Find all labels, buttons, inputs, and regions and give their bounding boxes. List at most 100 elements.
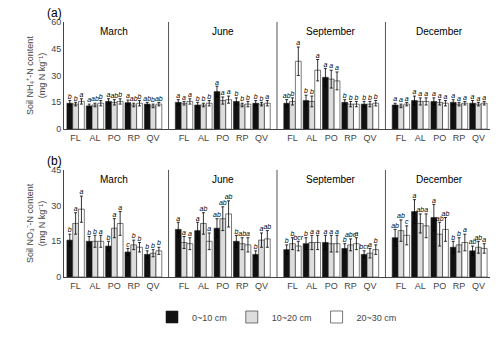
svg-text:AL: AL	[306, 133, 317, 143]
svg-text:a: a	[182, 229, 186, 236]
svg-text:a: a	[471, 93, 475, 100]
svg-text:March: March	[100, 26, 128, 37]
svg-text:Soil NH₄⁺-N content(mg N kg⁻¹): Soil NH₄⁺-N content(mg N kg⁻¹)	[25, 36, 47, 115]
svg-text:b: b	[196, 95, 200, 102]
svg-text:45: 45	[51, 44, 61, 54]
svg-text:PO: PO	[433, 133, 446, 143]
svg-text:a: a	[482, 94, 486, 101]
svg-text:ab: ab	[416, 206, 424, 213]
svg-text:b: b	[246, 94, 250, 101]
svg-text:b: b	[234, 90, 238, 97]
svg-text:b: b	[354, 94, 358, 101]
svg-text:b: b	[343, 92, 347, 99]
svg-text:QV: QV	[472, 281, 485, 291]
svg-text:a: a	[463, 226, 467, 233]
svg-text:(a): (a)	[47, 6, 62, 20]
svg-text:AL: AL	[89, 133, 100, 143]
svg-text:10~20 cm: 10~20 cm	[272, 313, 312, 323]
svg-text:60: 60	[51, 17, 61, 27]
svg-text:30: 30	[51, 201, 61, 211]
svg-text:a: a	[368, 241, 372, 248]
svg-text:a: a	[99, 228, 103, 235]
svg-text:ab: ab	[397, 212, 405, 219]
svg-text:a: a	[176, 215, 180, 222]
svg-text:a: a	[246, 230, 250, 237]
svg-text:a: a	[476, 95, 480, 102]
svg-text:RP: RP	[344, 133, 357, 143]
svg-text:b: b	[234, 228, 238, 235]
svg-text:a: a	[335, 64, 339, 71]
svg-text:a: a	[215, 79, 219, 86]
svg-text:QV: QV	[147, 281, 160, 291]
svg-text:b: b	[68, 226, 72, 233]
svg-text:a: a	[118, 204, 122, 211]
svg-text:a: a	[444, 93, 448, 100]
svg-text:b: b	[304, 230, 308, 237]
svg-text:AL: AL	[415, 133, 426, 143]
svg-text:AL: AL	[198, 281, 209, 291]
svg-text:b: b	[207, 93, 211, 100]
svg-text:b: b	[285, 237, 289, 244]
svg-text:FL: FL	[396, 281, 407, 291]
svg-text:(b): (b)	[47, 154, 62, 168]
svg-text:b: b	[68, 93, 72, 100]
svg-text:a: a	[79, 91, 83, 98]
svg-text:ab: ab	[469, 238, 477, 245]
svg-text:b: b	[374, 237, 378, 244]
svg-text:a: a	[316, 52, 320, 59]
svg-text:June: June	[212, 26, 234, 37]
svg-text:ab: ab	[474, 234, 482, 241]
svg-text:bcr: bcr	[359, 243, 369, 250]
svg-text:a: a	[265, 93, 269, 100]
svg-text:b: b	[291, 230, 295, 237]
svg-text:PO: PO	[216, 281, 229, 291]
svg-text:ab: ab	[436, 215, 444, 222]
svg-text:a: a	[296, 39, 300, 46]
svg-text:AL: AL	[198, 133, 209, 143]
svg-text:ab: ab	[442, 210, 450, 217]
svg-text:b: b	[368, 94, 372, 101]
svg-text:September: September	[306, 26, 356, 37]
svg-text:a: a	[207, 225, 211, 232]
svg-text:RP: RP	[236, 133, 249, 143]
svg-text:b: b	[138, 93, 142, 100]
svg-text:a: a	[126, 92, 130, 99]
svg-text:QV: QV	[363, 281, 376, 291]
svg-text:a: a	[463, 94, 467, 101]
svg-text:FL: FL	[70, 281, 81, 291]
svg-text:a: a	[354, 230, 358, 237]
svg-text:ab: ab	[200, 205, 208, 212]
svg-text:b: b	[291, 90, 295, 97]
svg-text:30: 30	[51, 71, 61, 81]
svg-text:PO: PO	[108, 281, 121, 291]
svg-text:AL: AL	[415, 281, 426, 291]
svg-text:ab: ab	[110, 92, 118, 99]
svg-text:Soil NO₃⁻-N content(mg N kg⁻¹): Soil NO₃⁻-N content(mg N kg⁻¹)	[25, 183, 47, 263]
svg-text:a: a	[393, 95, 397, 102]
svg-text:ab: ab	[225, 193, 233, 200]
svg-text:a: a	[418, 90, 422, 97]
svg-text:PO: PO	[325, 133, 338, 143]
svg-text:a: a	[405, 95, 409, 102]
svg-text:a: a	[260, 225, 264, 232]
svg-text:a: a	[188, 91, 192, 98]
svg-text:b: b	[107, 234, 111, 241]
svg-text:AL: AL	[306, 281, 317, 291]
svg-text:June: June	[212, 174, 234, 185]
svg-text:c: c	[405, 218, 409, 225]
svg-text:b: b	[201, 95, 205, 102]
svg-text:c: c	[126, 241, 130, 248]
svg-text:b: b	[254, 93, 258, 100]
svg-text:b: b	[157, 240, 161, 247]
svg-text:b: b	[138, 235, 142, 242]
svg-text:b: b	[451, 234, 455, 241]
svg-text:a: a	[310, 228, 314, 235]
svg-text:ab: ab	[143, 95, 151, 102]
svg-text:15: 15	[51, 236, 61, 246]
svg-text:b: b	[93, 228, 97, 235]
svg-text:b: b	[304, 87, 308, 94]
svg-text:ab: ab	[130, 95, 138, 102]
svg-text:45: 45	[51, 165, 61, 175]
svg-text:a: a	[323, 61, 327, 68]
svg-text:PO: PO	[108, 133, 121, 143]
